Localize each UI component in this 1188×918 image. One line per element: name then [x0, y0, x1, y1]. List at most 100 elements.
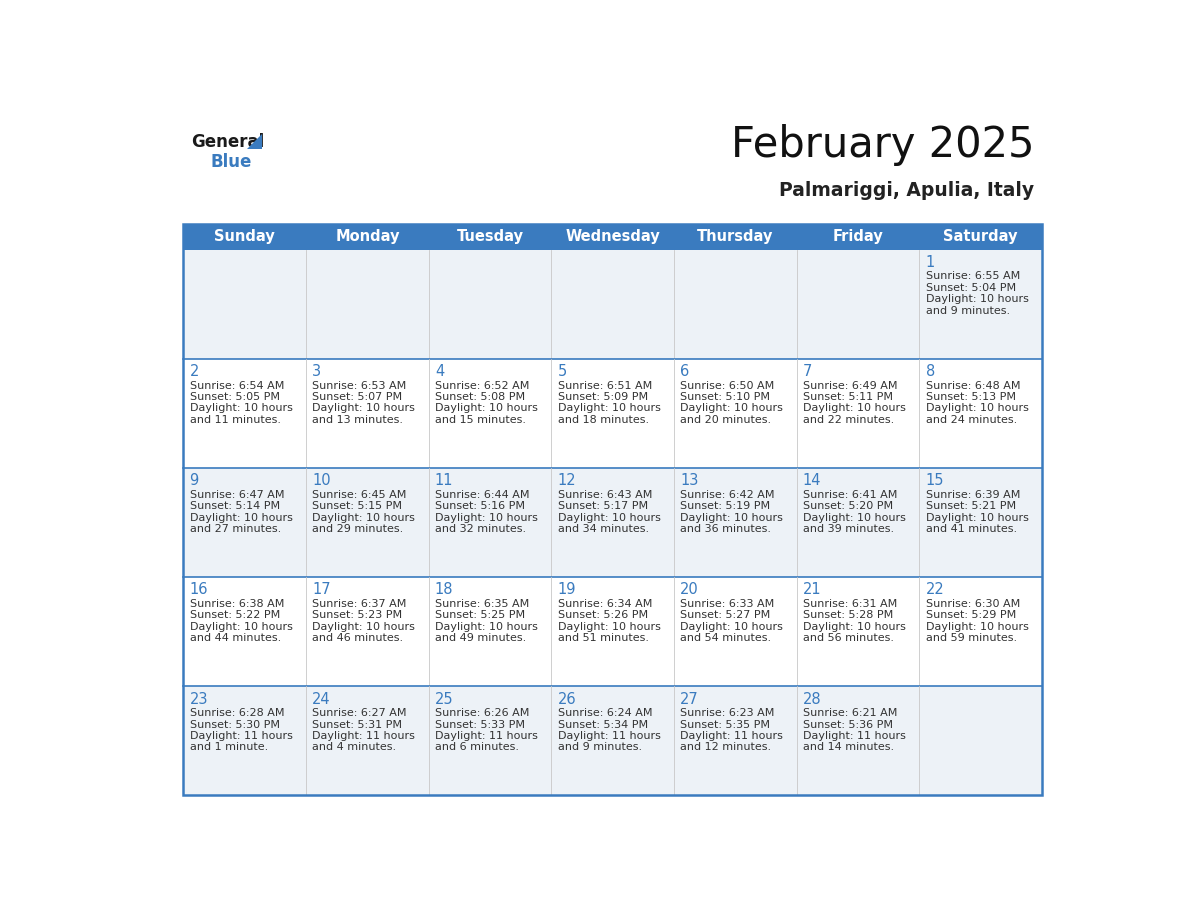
Text: 24: 24: [312, 691, 331, 707]
Text: Sunrise: 6:55 AM: Sunrise: 6:55 AM: [925, 272, 1019, 282]
Text: Daylight: 10 hours: Daylight: 10 hours: [803, 403, 905, 413]
Text: 20: 20: [681, 583, 699, 598]
Text: Sunrise: 6:28 AM: Sunrise: 6:28 AM: [190, 708, 284, 718]
FancyBboxPatch shape: [797, 687, 920, 796]
FancyBboxPatch shape: [551, 250, 674, 359]
Text: 15: 15: [925, 474, 944, 488]
Text: Sunrise: 6:45 AM: Sunrise: 6:45 AM: [312, 490, 406, 499]
Text: Sunset: 5:05 PM: Sunset: 5:05 PM: [190, 392, 279, 402]
Text: and 54 minutes.: and 54 minutes.: [681, 633, 771, 644]
Text: Sunrise: 6:42 AM: Sunrise: 6:42 AM: [681, 490, 775, 499]
Text: 4: 4: [435, 364, 444, 379]
Text: and 27 minutes.: and 27 minutes.: [190, 524, 280, 534]
FancyBboxPatch shape: [429, 359, 551, 468]
Text: and 44 minutes.: and 44 minutes.: [190, 633, 280, 644]
Text: Sunset: 5:33 PM: Sunset: 5:33 PM: [435, 720, 525, 730]
Text: General: General: [191, 133, 265, 151]
Text: and 9 minutes.: and 9 minutes.: [557, 743, 642, 753]
Text: Sunrise: 6:49 AM: Sunrise: 6:49 AM: [803, 381, 897, 391]
Text: and 36 minutes.: and 36 minutes.: [681, 524, 771, 534]
Text: 7: 7: [803, 364, 813, 379]
Text: Daylight: 10 hours: Daylight: 10 hours: [803, 512, 905, 522]
Text: and 56 minutes.: and 56 minutes.: [803, 633, 893, 644]
Text: Sunset: 5:26 PM: Sunset: 5:26 PM: [557, 610, 647, 621]
Text: 9: 9: [190, 474, 198, 488]
Text: Daylight: 10 hours: Daylight: 10 hours: [312, 512, 415, 522]
Text: Sunrise: 6:21 AM: Sunrise: 6:21 AM: [803, 708, 897, 718]
Text: 2: 2: [190, 364, 198, 379]
Text: and 18 minutes.: and 18 minutes.: [557, 415, 649, 425]
Text: 27: 27: [681, 691, 699, 707]
Text: Sunset: 5:23 PM: Sunset: 5:23 PM: [312, 610, 403, 621]
Text: Daylight: 10 hours: Daylight: 10 hours: [925, 512, 1029, 522]
FancyBboxPatch shape: [183, 250, 307, 359]
Text: Sunset: 5:25 PM: Sunset: 5:25 PM: [435, 610, 525, 621]
FancyBboxPatch shape: [674, 577, 797, 687]
Text: Sunset: 5:19 PM: Sunset: 5:19 PM: [681, 501, 770, 511]
Text: Daylight: 11 hours: Daylight: 11 hours: [190, 731, 292, 741]
Text: Saturday: Saturday: [943, 230, 1018, 244]
Text: Sunrise: 6:34 AM: Sunrise: 6:34 AM: [557, 599, 652, 609]
Text: Sunset: 5:20 PM: Sunset: 5:20 PM: [803, 501, 893, 511]
Text: Daylight: 10 hours: Daylight: 10 hours: [190, 403, 292, 413]
FancyBboxPatch shape: [551, 468, 674, 577]
Text: Sunset: 5:07 PM: Sunset: 5:07 PM: [312, 392, 403, 402]
Text: Daylight: 10 hours: Daylight: 10 hours: [925, 295, 1029, 304]
Text: Wednesday: Wednesday: [565, 230, 661, 244]
Text: 23: 23: [190, 691, 208, 707]
FancyBboxPatch shape: [183, 359, 307, 468]
Text: and 6 minutes.: and 6 minutes.: [435, 743, 519, 753]
FancyBboxPatch shape: [307, 250, 429, 359]
Text: Sunset: 5:34 PM: Sunset: 5:34 PM: [557, 720, 647, 730]
Text: and 39 minutes.: and 39 minutes.: [803, 524, 895, 534]
Text: and 13 minutes.: and 13 minutes.: [312, 415, 403, 425]
Text: 21: 21: [803, 583, 822, 598]
FancyBboxPatch shape: [797, 250, 920, 359]
Text: 18: 18: [435, 583, 454, 598]
Text: Daylight: 10 hours: Daylight: 10 hours: [312, 621, 415, 632]
Text: and 29 minutes.: and 29 minutes.: [312, 524, 404, 534]
FancyBboxPatch shape: [307, 577, 429, 687]
Text: Daylight: 10 hours: Daylight: 10 hours: [312, 403, 415, 413]
Text: Sunrise: 6:37 AM: Sunrise: 6:37 AM: [312, 599, 406, 609]
Text: Sunset: 5:36 PM: Sunset: 5:36 PM: [803, 720, 893, 730]
Text: Daylight: 11 hours: Daylight: 11 hours: [557, 731, 661, 741]
Text: Sunrise: 6:44 AM: Sunrise: 6:44 AM: [435, 490, 530, 499]
Text: and 11 minutes.: and 11 minutes.: [190, 415, 280, 425]
FancyBboxPatch shape: [183, 687, 307, 796]
Text: Sunrise: 6:41 AM: Sunrise: 6:41 AM: [803, 490, 897, 499]
Text: Sunrise: 6:51 AM: Sunrise: 6:51 AM: [557, 381, 652, 391]
Text: and 9 minutes.: and 9 minutes.: [925, 306, 1010, 316]
Text: 25: 25: [435, 691, 454, 707]
FancyBboxPatch shape: [307, 359, 429, 468]
Text: Palmariggi, Apulia, Italy: Palmariggi, Apulia, Italy: [779, 181, 1035, 200]
Text: and 22 minutes.: and 22 minutes.: [803, 415, 895, 425]
Text: 16: 16: [190, 583, 208, 598]
Text: Daylight: 10 hours: Daylight: 10 hours: [190, 512, 292, 522]
Text: 1: 1: [925, 255, 935, 270]
Polygon shape: [247, 134, 261, 149]
Text: Sunday: Sunday: [214, 230, 276, 244]
Text: Sunrise: 6:33 AM: Sunrise: 6:33 AM: [681, 599, 775, 609]
Text: 8: 8: [925, 364, 935, 379]
FancyBboxPatch shape: [307, 468, 429, 577]
Text: and 14 minutes.: and 14 minutes.: [803, 743, 895, 753]
FancyBboxPatch shape: [551, 359, 674, 468]
Text: Daylight: 10 hours: Daylight: 10 hours: [681, 621, 783, 632]
FancyBboxPatch shape: [674, 687, 797, 796]
Text: Sunrise: 6:26 AM: Sunrise: 6:26 AM: [435, 708, 530, 718]
FancyBboxPatch shape: [429, 687, 551, 796]
Text: Daylight: 10 hours: Daylight: 10 hours: [557, 403, 661, 413]
Text: Monday: Monday: [335, 230, 399, 244]
Text: Daylight: 10 hours: Daylight: 10 hours: [190, 621, 292, 632]
Text: Sunset: 5:35 PM: Sunset: 5:35 PM: [681, 720, 770, 730]
Text: and 46 minutes.: and 46 minutes.: [312, 633, 404, 644]
Text: and 51 minutes.: and 51 minutes.: [557, 633, 649, 644]
FancyBboxPatch shape: [183, 224, 1042, 250]
Text: Sunset: 5:11 PM: Sunset: 5:11 PM: [803, 392, 893, 402]
Text: Sunrise: 6:50 AM: Sunrise: 6:50 AM: [681, 381, 775, 391]
Text: Daylight: 11 hours: Daylight: 11 hours: [435, 731, 538, 741]
Text: 17: 17: [312, 583, 331, 598]
Text: Tuesday: Tuesday: [456, 230, 524, 244]
Text: and 32 minutes.: and 32 minutes.: [435, 524, 526, 534]
